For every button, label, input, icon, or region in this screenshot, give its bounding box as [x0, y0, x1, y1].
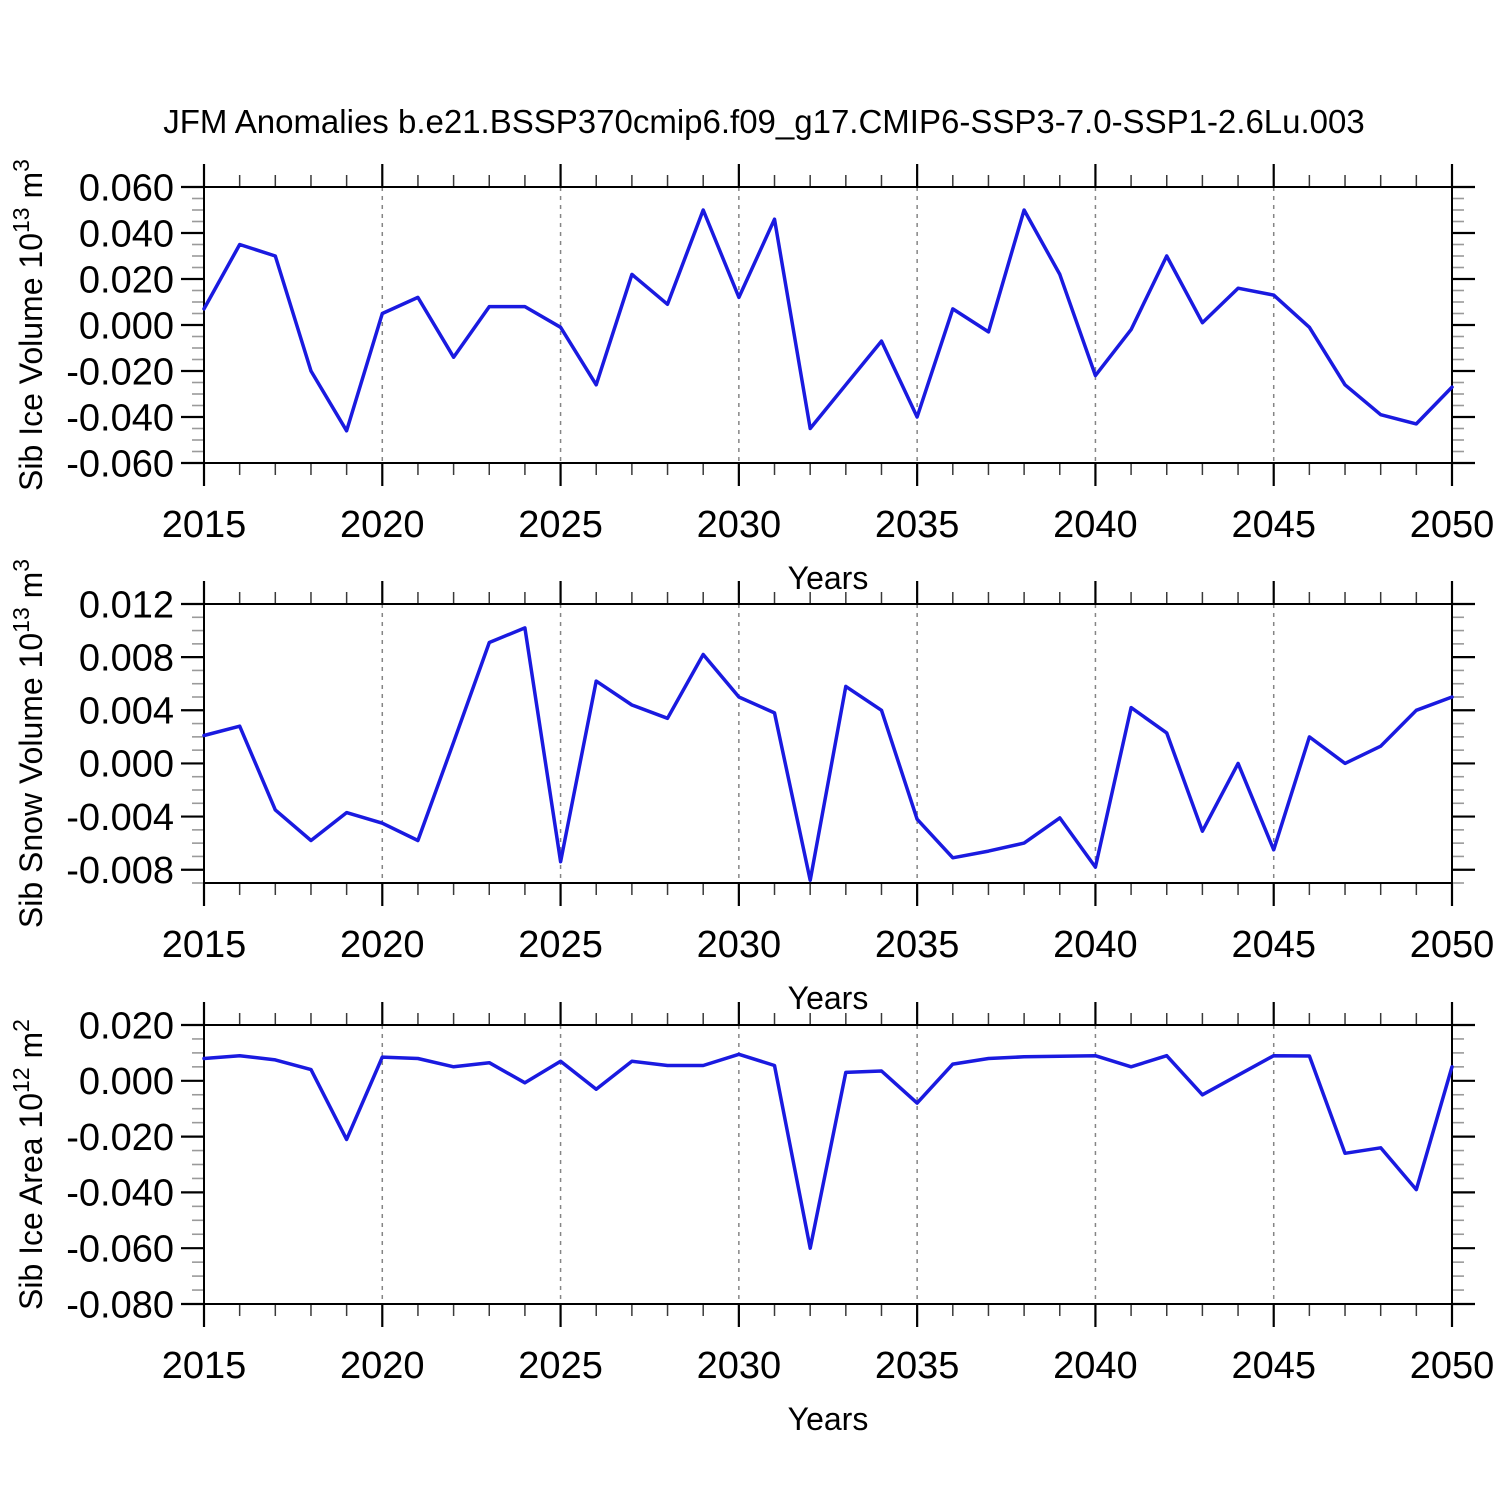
x-tick-label: 2020 — [340, 924, 425, 966]
y-tick-label: -0.020 — [66, 351, 174, 393]
x-tick-label: 2020 — [340, 504, 425, 546]
x-ticks — [202, 581, 1454, 906]
x-tick-label: 2045 — [1231, 504, 1316, 546]
x-axis-title: Years — [788, 1401, 869, 1437]
y-tick-label: -0.040 — [66, 1173, 174, 1215]
x-ticks — [202, 1002, 1454, 1327]
x-tick-label: 2015 — [162, 1345, 247, 1387]
gridlines — [381, 1025, 1275, 1304]
x-tick-label: 2025 — [518, 504, 603, 546]
x-tick-label: 2015 — [162, 504, 247, 546]
y-tick-label: 0.040 — [79, 213, 174, 255]
x-tick-label: 2015 — [162, 924, 247, 966]
x-ticks — [202, 164, 1454, 486]
x-tick-label: 2020 — [340, 1345, 425, 1387]
x-tick-label: 2050 — [1410, 504, 1495, 546]
x-tick-label: 2035 — [875, 924, 960, 966]
x-tick-label: 2035 — [875, 1345, 960, 1387]
y-axis-title: Sib Ice Area 1012 m2 — [8, 1019, 49, 1310]
y-tick-label: 0.000 — [79, 744, 174, 786]
gridlines — [381, 604, 1275, 883]
y-tick-label: 0.012 — [79, 584, 174, 626]
y-tick-label: -0.060 — [66, 1229, 174, 1271]
x-axis-title: Years — [788, 560, 869, 596]
y-tick-label: -0.008 — [66, 850, 174, 892]
sib-snow-volume-panel: 0.012 0.008 0.004 0.000 -0.004 -0.008 2015 2020… — [8, 559, 1494, 1016]
x-axis-title: Years — [788, 980, 869, 1016]
x-tick-label: 2040 — [1053, 924, 1138, 966]
plot-frame — [203, 186, 1453, 464]
y-axis-title: Sib Snow Volume 1013 m3 — [8, 559, 49, 928]
y-tick-label: 0.000 — [79, 305, 174, 347]
y-tick-label: 0.020 — [79, 1005, 174, 1047]
y-tick-label: 0.004 — [79, 691, 174, 733]
y-ticks — [181, 1023, 1475, 1306]
y-tick-label: -0.020 — [66, 1117, 174, 1159]
x-tick-label: 2050 — [1410, 1345, 1495, 1387]
plot-frame — [203, 603, 1453, 884]
sib-ice-area-line — [202, 1052, 1454, 1250]
x-tick-label: 2045 — [1231, 1345, 1316, 1387]
x-tick-label: 2030 — [697, 1345, 782, 1387]
gridlines — [381, 187, 1275, 463]
y-ticks — [181, 602, 1475, 884]
x-tick-label: 2025 — [518, 1345, 603, 1387]
x-tick-label: 2040 — [1053, 1345, 1138, 1387]
y-tick-label: 0.000 — [79, 1061, 174, 1103]
y-tick-label: 0.060 — [79, 167, 174, 209]
y-tick-label: -0.040 — [66, 397, 174, 439]
x-tick-label: 2035 — [875, 504, 960, 546]
y-tick-label: -0.004 — [66, 797, 174, 839]
x-tick-label: 2045 — [1231, 924, 1316, 966]
x-tick-label: 2050 — [1410, 924, 1495, 966]
x-tick-label: 2030 — [697, 924, 782, 966]
y-tick-label: -0.060 — [66, 443, 174, 485]
y-axis-title: Sib Ice Volume 1013 m3 — [8, 159, 49, 491]
sib-ice-area-panel: 0.020 0.000 -0.020 -0.040 -0.060 -0.080 2015 20… — [8, 1002, 1494, 1437]
y-ticks — [181, 185, 1475, 465]
sib-ice-volume-line — [202, 208, 1454, 433]
y-tick-label: 0.020 — [79, 259, 174, 301]
x-tick-label: 2030 — [697, 504, 782, 546]
x-tick-label: 2040 — [1053, 504, 1138, 546]
y-tick-label: -0.080 — [66, 1284, 174, 1326]
chart-title: JFM Anomalies b.e21.BSSP370cmip6.f09_g17… — [163, 103, 1365, 140]
y-tick-label: 0.008 — [79, 637, 174, 679]
x-tick-label: 2025 — [518, 924, 603, 966]
sib-snow-volume-line — [202, 626, 1454, 883]
plot-frame — [203, 1024, 1453, 1305]
